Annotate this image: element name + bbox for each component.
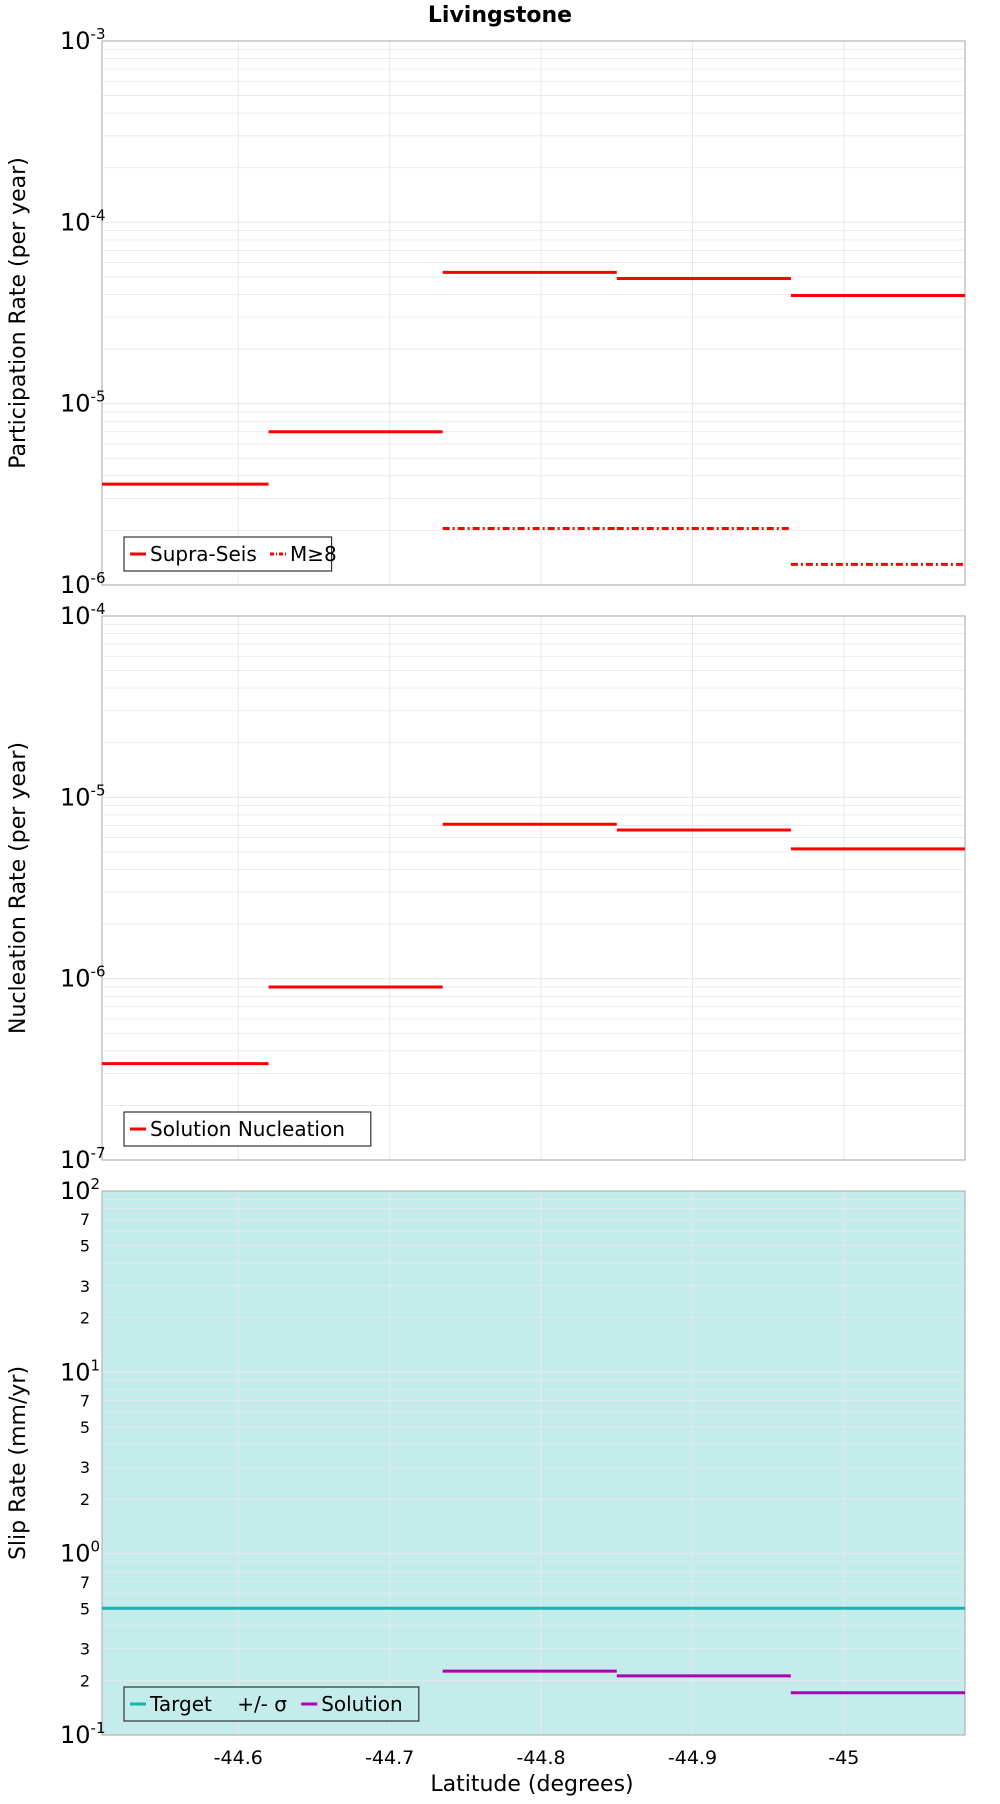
y-minor-tick-label: 3 bbox=[80, 1277, 90, 1296]
y-tick-label: 10-4 bbox=[60, 206, 106, 236]
y-tick-label: 102 bbox=[60, 1175, 100, 1205]
y-minor-tick-label: 2 bbox=[80, 1671, 90, 1690]
y-minor-tick-label: 7 bbox=[80, 1210, 90, 1229]
legend: Target +/- σ Solution bbox=[123, 1686, 420, 1722]
x-tick-label: -44.9 bbox=[668, 1747, 717, 1769]
legend-label: Solution Nucleation bbox=[150, 1117, 345, 1141]
legend-label: Supra-Seis bbox=[150, 542, 257, 566]
y-minor-tick-label: 3 bbox=[80, 1458, 90, 1477]
y-minor-tick-label: 5 bbox=[80, 1237, 90, 1256]
legend-label: M≥8 bbox=[290, 542, 337, 566]
x-axis-label: Latitude (degrees) bbox=[430, 1772, 633, 1797]
legend: Supra-Seis M≥8 bbox=[123, 536, 337, 572]
legend-label: Solution bbox=[321, 1692, 402, 1716]
y-tick-label: 10-5 bbox=[60, 388, 106, 418]
y-minor-tick-label: 5 bbox=[80, 1599, 90, 1618]
y-tick-label: 10-6 bbox=[60, 569, 106, 599]
chart-title: Livingstone bbox=[428, 3, 572, 28]
y-tick-label: 101 bbox=[60, 1356, 100, 1386]
y-tick-label: 100 bbox=[60, 1538, 100, 1568]
y-axis-label: Participation Rate (per year) bbox=[6, 157, 31, 469]
legend-label: +/- σ bbox=[237, 1692, 287, 1716]
x-tick-label: -44.8 bbox=[516, 1747, 565, 1769]
plot-frame bbox=[101, 1190, 966, 1736]
legend-box bbox=[123, 536, 333, 572]
panel-nucleation: 10-7 10-6 10-5 10-4 Nucleation Rate (per yea… bbox=[6, 600, 966, 1174]
x-tick-label: -44.7 bbox=[365, 1747, 414, 1769]
legend-label: Target bbox=[149, 1692, 212, 1716]
y-tick-label: 10-5 bbox=[60, 781, 106, 811]
legend-box bbox=[123, 1686, 420, 1722]
y-axis-label: Nucleation Rate (per year) bbox=[6, 742, 31, 1034]
y-tick-label: 10-3 bbox=[60, 25, 106, 55]
y-minor-tick-label: 7 bbox=[80, 1573, 90, 1592]
legend: Solution Nucleation bbox=[123, 1111, 372, 1147]
y-tick-label: 10-1 bbox=[60, 1719, 106, 1749]
x-tick-label: -45 bbox=[828, 1747, 859, 1769]
y-minor-tick-label: 3 bbox=[80, 1639, 90, 1658]
legend-swatch-sigma bbox=[225, 1700, 234, 1708]
plot-frame bbox=[101, 40, 966, 586]
y-minor-tick-label: 2 bbox=[80, 1490, 90, 1509]
y-minor-tick-label: 7 bbox=[80, 1391, 90, 1410]
y-tick-label: 10-4 bbox=[60, 600, 106, 630]
y-tick-label: 10-7 bbox=[60, 1144, 106, 1174]
y-minor-tick-label: 5 bbox=[80, 1418, 90, 1437]
y-minor-tick-label: 2 bbox=[80, 1309, 90, 1328]
panel-participation: 10-6 10-5 10-4 10-3 Participation Rate (per … bbox=[6, 25, 966, 599]
y-tick-label: 10-6 bbox=[60, 963, 106, 993]
panel-slip: 10-1 100 101 102 2 3 5 7 2 3 5 7 2 3 5 7 Slip Rate (mm/y… bbox=[6, 1175, 966, 1749]
legend-box bbox=[123, 1111, 372, 1147]
sigma-band bbox=[102, 1191, 965, 1735]
plot-frame bbox=[101, 615, 966, 1161]
y-axis-label: Slip Rate (mm/yr) bbox=[6, 1366, 31, 1560]
x-tick-label: -44.6 bbox=[214, 1747, 263, 1769]
